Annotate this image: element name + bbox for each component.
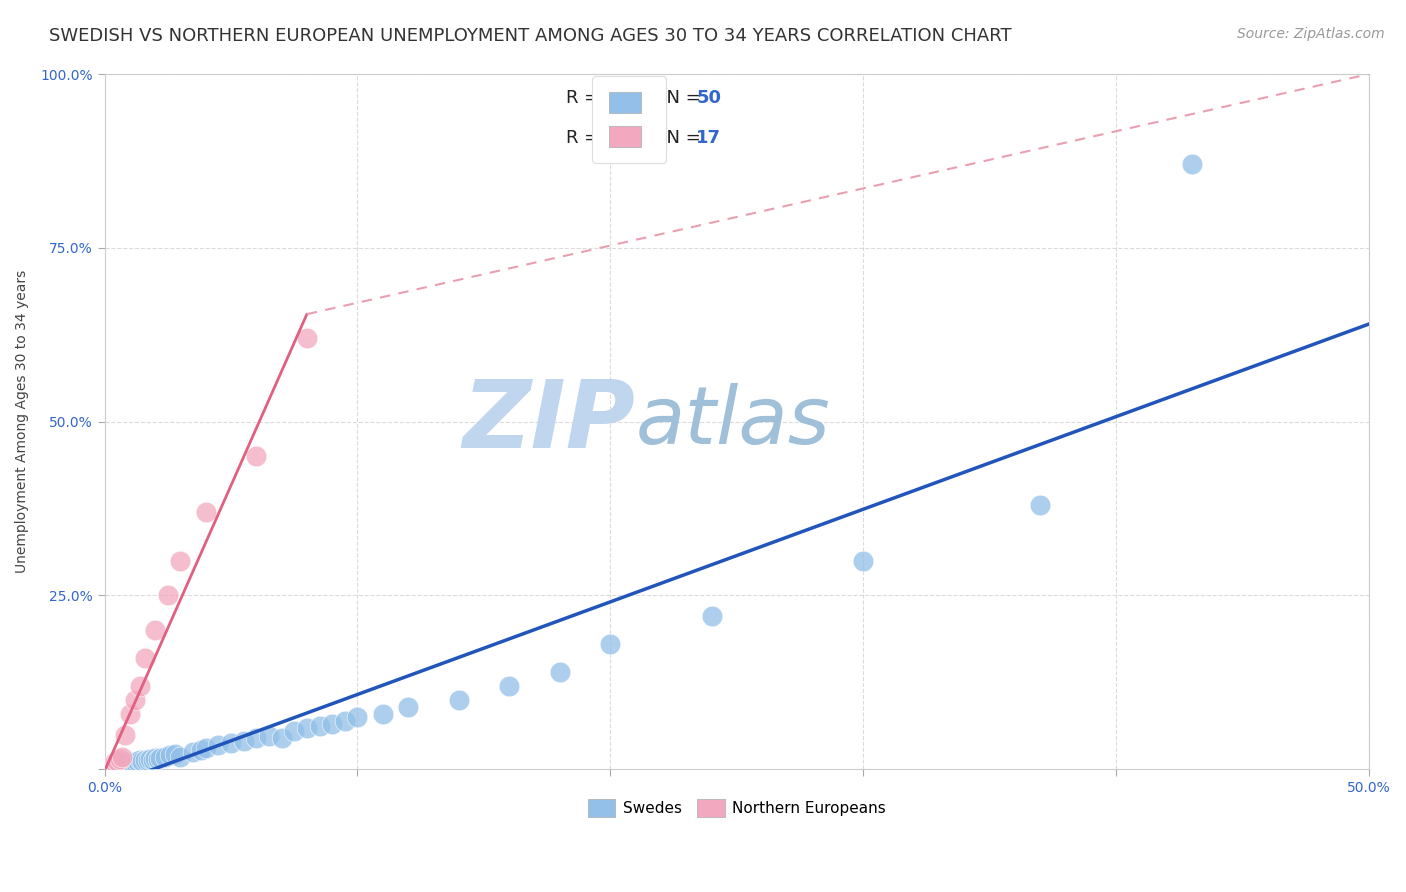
Point <box>295 331 318 345</box>
Point <box>136 753 159 767</box>
Point <box>190 743 212 757</box>
Point <box>129 753 152 767</box>
Point <box>143 624 166 638</box>
Point <box>371 706 394 721</box>
Point <box>142 753 165 767</box>
Point <box>165 747 187 761</box>
Point <box>245 450 267 464</box>
Point <box>131 754 153 768</box>
Point <box>548 665 571 679</box>
Point <box>101 758 124 772</box>
Point <box>98 759 121 773</box>
Text: atlas: atlas <box>636 383 831 460</box>
Point <box>104 757 127 772</box>
Point <box>155 749 177 764</box>
Point <box>127 754 149 768</box>
Point <box>447 693 470 707</box>
Point <box>283 724 305 739</box>
Point <box>111 756 134 771</box>
Text: R =: R = <box>567 88 605 107</box>
Point <box>124 755 146 769</box>
Text: 0.419: 0.419 <box>605 129 661 147</box>
Text: N =: N = <box>655 88 706 107</box>
Point <box>257 729 280 743</box>
Point <box>129 679 152 693</box>
Point <box>308 719 330 733</box>
Text: N =: N = <box>655 129 706 147</box>
Point <box>321 717 343 731</box>
Point <box>232 734 254 748</box>
Point <box>156 589 179 603</box>
Point <box>169 749 191 764</box>
Point <box>118 756 141 770</box>
Point <box>1029 498 1052 512</box>
Point <box>1181 157 1204 171</box>
Point <box>146 752 169 766</box>
Point <box>396 699 419 714</box>
Legend: Swedes, Northern Europeans: Swedes, Northern Europeans <box>581 791 894 824</box>
Point <box>498 679 520 693</box>
Point <box>105 758 128 772</box>
Point <box>114 727 136 741</box>
Text: Source: ZipAtlas.com: Source: ZipAtlas.com <box>1237 27 1385 41</box>
Point <box>700 609 723 624</box>
Point <box>121 756 143 770</box>
Point <box>105 754 128 768</box>
Point <box>194 741 217 756</box>
Point <box>111 749 134 764</box>
Y-axis label: Unemployment Among Ages 30 to 34 years: Unemployment Among Ages 30 to 34 years <box>15 270 30 574</box>
Point <box>104 756 127 770</box>
Point <box>194 505 217 519</box>
Text: R =: R = <box>567 129 605 147</box>
Point <box>599 637 621 651</box>
Point <box>118 706 141 721</box>
Text: 0.671: 0.671 <box>605 88 661 107</box>
Point <box>101 756 124 771</box>
Text: SWEDISH VS NORTHERN EUROPEAN UNEMPLOYMENT AMONG AGES 30 TO 34 YEARS CORRELATION : SWEDISH VS NORTHERN EUROPEAN UNEMPLOYMEN… <box>49 27 1012 45</box>
Point <box>270 731 292 745</box>
Point <box>169 554 191 568</box>
Point <box>346 710 368 724</box>
Point <box>143 751 166 765</box>
Point <box>295 721 318 735</box>
Point <box>181 745 204 759</box>
Point <box>124 693 146 707</box>
Point <box>333 714 356 728</box>
Point <box>117 756 139 770</box>
Point <box>245 731 267 745</box>
Text: 17: 17 <box>696 129 721 147</box>
Point <box>207 738 229 752</box>
Point <box>134 753 156 767</box>
Point <box>852 554 875 568</box>
Point <box>108 757 131 772</box>
Point <box>139 752 162 766</box>
Point <box>134 651 156 665</box>
Text: 50: 50 <box>696 88 721 107</box>
Point <box>98 759 121 773</box>
Point <box>114 756 136 771</box>
Point <box>108 752 131 766</box>
Point <box>159 748 181 763</box>
Point <box>219 736 242 750</box>
Point <box>149 751 172 765</box>
Text: ZIP: ZIP <box>463 376 636 467</box>
